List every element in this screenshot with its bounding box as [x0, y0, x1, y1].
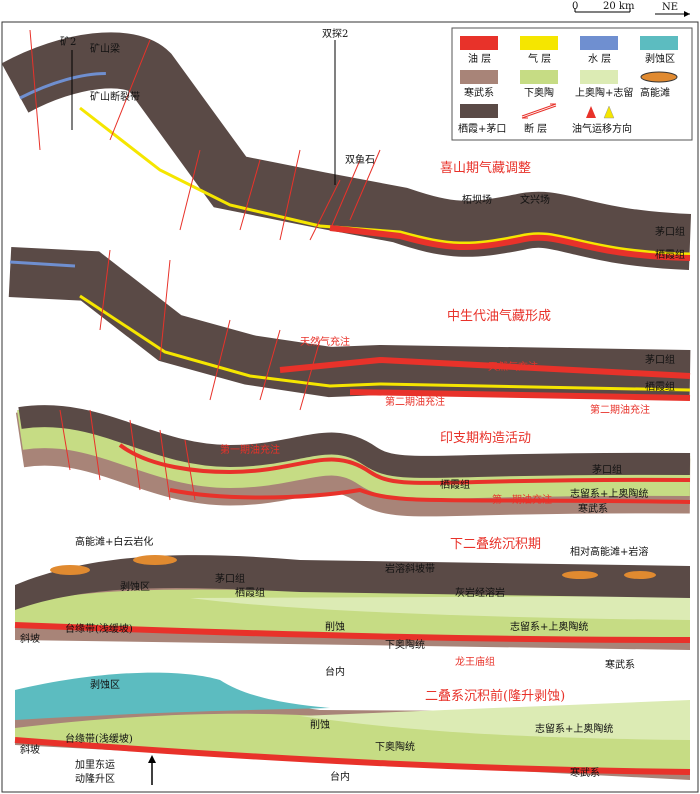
legend: 油 层 气 层 水 层 剥蚀区 寒武系 下奥陶 上奥陶+志留 高能滩 栖霞+茅口…: [451, 27, 693, 141]
facies-label: 岩溶斜坡带: [385, 562, 435, 575]
formation-label: 志留系+上奥陶统: [570, 487, 648, 500]
north: NE: [662, 2, 678, 13]
panel-title: 下二叠统沉积期: [450, 537, 541, 552]
charge-label: 第二期油充注: [385, 395, 445, 408]
charge-label: 天然气充注: [488, 360, 538, 373]
zone-label: 斜坡: [20, 632, 40, 645]
formation-label: 削蚀: [310, 718, 330, 731]
scale-bar: 0 20 km NE: [572, 1, 690, 17]
charge-label: 第一期油充注: [220, 443, 280, 456]
legend-label: 栖霞+茅口: [458, 122, 506, 135]
zone-label: 台内: [330, 770, 350, 783]
zone-label: 加里东运: [75, 758, 115, 771]
formation-label: 下奥陶统: [375, 740, 415, 753]
zone-label: 台缘带(浅缓坡): [65, 622, 133, 635]
zone-label: 台内: [325, 665, 345, 678]
formation-label: 龙王庙组: [455, 655, 495, 668]
panel-title: 二叠系沉积前(隆升剥蚀): [425, 688, 565, 704]
formation-label: 栖霞组: [645, 380, 675, 393]
panel-title: 印支期构造活动: [440, 431, 531, 446]
section-1: 矿2 矿山梁 矿山断裂带 双探2 双鱼石 柘坝场 文兴场 茅口组 栖霞组 喜山期…: [1, 27, 692, 270]
section-2: 天然气充注 天然气充注 茅口组 栖霞组 第二期油充注 第二期油充注 中生代油气藏…: [8, 247, 691, 416]
formation-label: 志留系+上奥陶统: [510, 620, 588, 633]
place-label: 柘坝场: [462, 193, 492, 206]
legend-label: 上奥陶+志留: [575, 86, 633, 99]
panel-title: 喜山期气藏调整: [440, 160, 531, 176]
formation-label: 寒武系: [578, 502, 608, 515]
scale-length: 20 km: [603, 1, 635, 12]
formation-label: 茅口组: [215, 572, 245, 585]
legend-label: 气 层: [528, 52, 551, 65]
facies-label: 剥蚀区: [120, 580, 150, 593]
formation-label: 灰岩经溶岩: [455, 586, 505, 599]
facies-label: 高能滩+白云岩化: [75, 535, 153, 548]
scale-zero: 0: [572, 1, 578, 12]
formation-label: 寒武系: [570, 766, 600, 779]
formation-label: 栖霞组: [440, 478, 470, 491]
formation-label: 栖霞组: [655, 248, 685, 261]
facies-label: 相对高能滩+岩溶: [570, 545, 648, 558]
well-label: 双探2: [322, 27, 348, 40]
section-5: 剥蚀区 削蚀 志留系+上奥陶统 下奥陶统 寒武系 斜坡 台缘带(浅缓坡) 台内 …: [14, 672, 691, 785]
formation-label: 茅口组: [592, 463, 622, 476]
charge-label: 第一期油充注: [492, 493, 552, 506]
facies-label: 剥蚀区: [90, 678, 120, 691]
formation-label: 削蚀: [325, 620, 345, 633]
formation-label: 栖霞组: [235, 586, 265, 599]
section-4: 高能滩+白云岩化 岩溶斜坡带 相对高能滩+岩溶 剥蚀区 茅口组 栖霞组 灰岩经溶…: [14, 535, 691, 678]
zone-label: 台缘带(浅缓坡): [65, 732, 133, 745]
formation-label: 志留系+上奥陶统: [535, 722, 613, 735]
zone-label: 斜坡: [20, 743, 40, 756]
section-3: 第一期油充注 第一期油充注 茅口组 栖霞组 志留系+上奥陶统 寒武系 印支期构造…: [15, 405, 691, 517]
legend-label: 剥蚀区: [645, 52, 675, 65]
well-label: 矿2: [60, 35, 76, 48]
fault-zone-label: 矿山断裂带: [90, 90, 140, 103]
place-label: 矿山梁: [90, 42, 120, 55]
legend-label: 寒武系: [464, 86, 494, 99]
panel-title: 中生代油气藏形成: [447, 308, 551, 324]
formation-label: 茅口组: [655, 225, 685, 238]
legend-label: 油 层: [468, 52, 491, 65]
formation-label: 寒武系: [605, 658, 635, 671]
legend-label: 油气运移方向: [572, 122, 632, 135]
formation-label: 茅口组: [645, 353, 675, 366]
charge-label: 第二期油充注: [590, 403, 650, 416]
place-label: 双鱼石: [345, 153, 375, 166]
place-label: 文兴场: [520, 193, 550, 206]
formation-label: 下奥陶统: [385, 638, 425, 651]
legend-label: 高能滩: [640, 86, 670, 99]
frame: [1, 21, 699, 793]
charge-label: 天然气充注: [300, 335, 350, 348]
legend-label: 断 层: [524, 122, 547, 135]
zone-label: 动隆升区: [75, 772, 115, 785]
legend-label: 下奥陶: [524, 86, 554, 99]
legend-label: 水 层: [588, 53, 611, 65]
